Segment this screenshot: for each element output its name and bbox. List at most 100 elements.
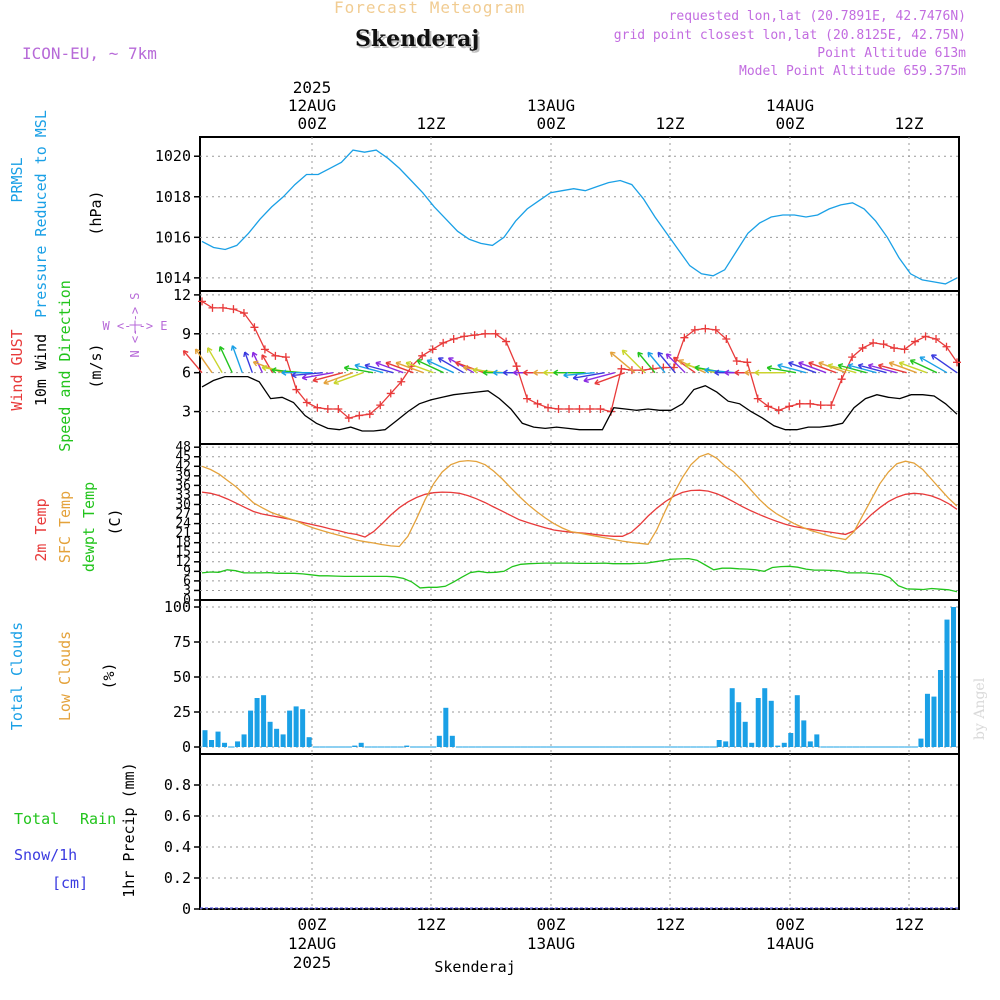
bottom-time-label: 00Z — [298, 915, 327, 934]
wind-arrow-head — [182, 350, 189, 356]
temp-label-dewpt: dewpt Temp — [80, 482, 98, 572]
wind-gust-marker — [648, 364, 657, 373]
wind-gust-marker — [302, 398, 311, 407]
cloud-bar — [215, 731, 221, 747]
wind-unit: (m/s) — [87, 343, 105, 388]
cloud-bar — [300, 709, 306, 747]
precip-axis-label: 1hr Precip (mm) — [120, 762, 138, 897]
wind-arrow-head — [563, 371, 569, 379]
temperature-ytick-label: 42 — [175, 459, 191, 474]
wind-arrow — [416, 359, 444, 374]
wind-arrow-head — [364, 363, 371, 370]
precipitation-ytick-label: 0.2 — [164, 869, 191, 887]
precipitation-ytick-label: 0.6 — [164, 807, 191, 825]
wind-arrow — [878, 364, 907, 374]
wind-arrow — [182, 350, 203, 374]
wind-gust-marker — [827, 401, 836, 410]
wind-gust-marker — [208, 303, 217, 312]
wind-gust-marker — [722, 334, 731, 343]
wind-arrow-head — [798, 361, 804, 368]
cloud-bar — [261, 695, 267, 747]
location-title: Skenderaj — [355, 26, 480, 52]
wind-arrow — [899, 362, 928, 374]
wind-gust-marker — [774, 406, 783, 415]
bottom-time-label: 2025 — [293, 953, 332, 972]
wind-arrow-head — [788, 361, 794, 368]
wind-gust-marker — [911, 337, 920, 346]
wind-arrow — [333, 372, 364, 384]
cloud-bar — [352, 745, 358, 747]
cloud-bar — [742, 721, 748, 747]
wind-arrow — [573, 371, 605, 379]
cloud-bar — [775, 745, 781, 747]
bottom-time-label: 12Z — [656, 915, 685, 934]
wind-arrow-head — [766, 365, 773, 372]
cloud-bar — [443, 707, 449, 747]
wind-arrow — [448, 357, 475, 374]
wind-arrow-head — [395, 361, 402, 368]
wind-arrow-head — [657, 351, 664, 358]
wind-arrow-head — [343, 365, 350, 372]
wind-arrow — [323, 372, 354, 384]
clouds-label-total: Total Clouds — [8, 622, 26, 730]
pressure-ytick-label: 1014 — [155, 269, 191, 287]
wind-label-gust: Wind GUST — [8, 329, 26, 410]
top-time-label: 12AUG — [288, 96, 336, 115]
clouds-ytick-label: 100 — [164, 598, 191, 616]
wind-arrow-head — [354, 363, 360, 370]
wind-gust-marker — [764, 402, 773, 411]
wind-arrow — [858, 364, 887, 374]
wind-gust-marker — [554, 404, 563, 413]
temperature-ytick-label: 0 — [183, 593, 191, 608]
wind-arrow-head — [426, 359, 433, 365]
temp-sfc-line — [201, 452, 958, 548]
temperature-ytick-label: 6 — [183, 574, 191, 589]
wind-gust-marker — [239, 309, 248, 318]
cloud-bar — [723, 741, 729, 747]
wind-arrow-head — [375, 361, 381, 368]
wind-arrow — [910, 359, 938, 374]
wind-arrow-head — [543, 369, 549, 376]
grid-point-coords: grid point closest lon,lat (20.8125E, 42… — [613, 28, 966, 43]
footer-location: Skenderaj — [434, 958, 515, 976]
cloud-bar — [801, 720, 807, 747]
wind-arrow-head — [857, 363, 864, 370]
precip-label-total: Total — [14, 810, 59, 828]
wind-arrow — [848, 364, 877, 374]
wind-gust-marker — [365, 410, 374, 419]
wind-compass-ns: N <-|-> S — [128, 292, 142, 357]
wind-gust-marker — [690, 325, 699, 334]
wind-label-10m: 10m Wind — [32, 334, 50, 406]
bottom-time-label: 00Z — [537, 915, 566, 934]
chart-title: Forecast Meteogram — [334, 0, 526, 17]
wind-gust-marker — [449, 334, 458, 343]
cloud-bar — [931, 696, 937, 747]
wind-gust-marker — [816, 401, 825, 410]
wind-arrow-head — [333, 378, 339, 385]
wind-arrow-head — [312, 376, 318, 383]
wind-gust-marker — [229, 305, 238, 314]
wind-arrow-head — [678, 359, 684, 365]
wind-gust-marker — [344, 414, 353, 423]
wind-arrow-head — [416, 359, 423, 365]
wind-arrow — [919, 356, 948, 374]
wind-gust-marker — [470, 331, 479, 340]
wind-arrow — [252, 352, 264, 373]
wind-gust-marker — [680, 333, 689, 342]
cloud-bar — [358, 742, 364, 747]
wind-arrow-head — [251, 351, 258, 358]
wind-gust-marker — [260, 345, 269, 354]
wind-arrow — [563, 371, 595, 377]
cloud-bar — [274, 728, 280, 747]
cloud-bar — [235, 741, 241, 747]
wind-arrow-head — [898, 361, 905, 368]
wind-ytick-label: 9 — [182, 325, 191, 343]
wind-arrow-head — [583, 376, 589, 383]
temp-dewpt-line — [201, 557, 958, 593]
cloud-bar — [267, 721, 273, 747]
temperature-frame — [199, 443, 960, 601]
wind-gust-marker — [418, 351, 427, 360]
wind-arrow — [364, 364, 394, 374]
wind-arrow — [207, 347, 223, 374]
wind-arrow-head — [665, 353, 672, 359]
